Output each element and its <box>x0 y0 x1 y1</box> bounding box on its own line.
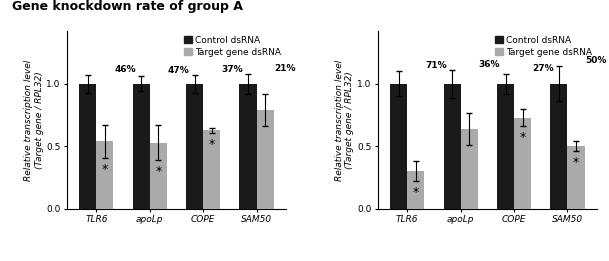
Text: 46%: 46% <box>114 65 136 74</box>
Text: *: * <box>102 163 108 176</box>
Text: 71%: 71% <box>425 61 447 70</box>
Text: 27%: 27% <box>532 64 554 73</box>
Bar <box>407 171 424 209</box>
Bar <box>203 130 220 209</box>
Bar <box>390 84 407 209</box>
Legend: Control dsRNA, Target gene dsRNA: Control dsRNA, Target gene dsRNA <box>491 32 596 60</box>
Text: *: * <box>413 186 419 199</box>
Bar <box>79 84 96 209</box>
Text: 21%: 21% <box>275 64 296 73</box>
Text: *: * <box>573 156 579 169</box>
Text: 50%: 50% <box>585 56 607 65</box>
Bar <box>256 110 273 209</box>
Bar <box>443 84 460 209</box>
Text: Gene knockdown rate of group A: Gene knockdown rate of group A <box>12 0 243 13</box>
Text: *: * <box>155 165 161 178</box>
Bar <box>551 84 568 209</box>
Text: 36%: 36% <box>479 60 500 69</box>
Text: *: * <box>519 131 526 144</box>
Bar <box>96 141 113 209</box>
Bar <box>514 117 531 209</box>
Y-axis label: Relative transcription level
(Target gene / RPL32): Relative transcription level (Target gen… <box>24 60 44 181</box>
Text: 47%: 47% <box>167 66 189 75</box>
Bar <box>133 84 150 209</box>
Bar <box>239 84 256 209</box>
Text: *: * <box>208 138 215 151</box>
Text: 37%: 37% <box>221 65 243 74</box>
Legend: Control dsRNA, Target gene dsRNA: Control dsRNA, Target gene dsRNA <box>180 32 285 60</box>
Bar <box>186 84 203 209</box>
Y-axis label: Relative transcription level
(Target gene / RPL32): Relative transcription level (Target gen… <box>335 60 354 181</box>
Bar <box>568 146 585 209</box>
Bar <box>460 129 477 209</box>
Bar <box>497 84 514 209</box>
Bar <box>150 143 167 209</box>
